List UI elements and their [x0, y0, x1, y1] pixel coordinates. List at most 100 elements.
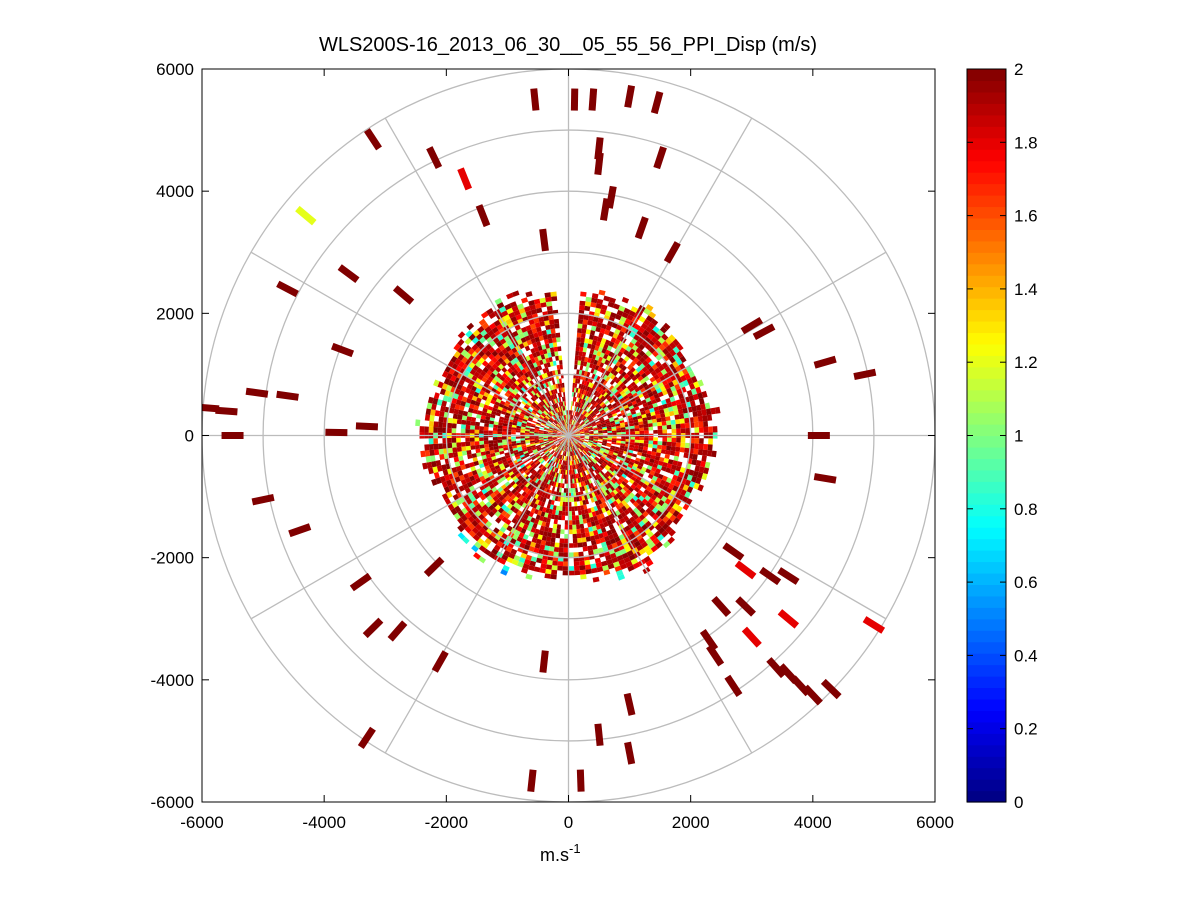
dense-cell	[639, 356, 646, 364]
dense-cell	[658, 405, 664, 411]
dense-cell	[607, 432, 613, 435]
dense-cell	[567, 437, 569, 443]
dense-cell	[603, 353, 609, 360]
dense-cell	[512, 468, 518, 474]
sparse-return-mark	[777, 567, 800, 585]
dense-cell	[673, 470, 680, 477]
dense-cell	[561, 425, 565, 430]
dense-cell	[484, 419, 490, 424]
dense-cell	[579, 523, 585, 529]
dense-cell	[526, 494, 532, 501]
dense-cell	[609, 385, 615, 391]
dense-cell	[588, 462, 593, 468]
dense-cell	[590, 344, 596, 350]
dense-cell	[574, 506, 578, 511]
dense-cell	[555, 398, 559, 403]
dense-cell	[626, 399, 632, 405]
dense-cell	[599, 464, 605, 470]
dense-cell	[638, 350, 646, 357]
dense-cell	[497, 378, 504, 385]
dense-cell	[596, 375, 601, 382]
dense-cell	[590, 412, 596, 417]
dense-cell	[586, 517, 591, 523]
dense-cell	[471, 395, 478, 402]
dense-cell	[484, 350, 492, 357]
dense-cell	[580, 452, 584, 457]
dense-cell	[428, 438, 434, 445]
dense-cell	[547, 513, 552, 519]
dense-cell	[565, 424, 567, 429]
dense-cell	[679, 467, 686, 474]
dense-cell	[496, 323, 504, 331]
dense-cell	[574, 401, 578, 407]
dense-cell	[520, 552, 527, 559]
dense-cell	[548, 412, 552, 417]
dense-cell	[562, 570, 569, 576]
dense-cell	[555, 510, 559, 516]
dense-cell	[637, 464, 643, 470]
dense-cell	[626, 529, 634, 536]
dense-cell	[609, 459, 615, 464]
dense-cell	[483, 426, 489, 431]
dense-cell	[570, 442, 572, 447]
dense-cell	[536, 422, 541, 426]
dense-cell	[490, 452, 496, 458]
dense-cell	[549, 385, 553, 391]
dense-cell	[640, 541, 648, 549]
dense-cell	[555, 418, 559, 423]
sparse-return-mark	[777, 609, 800, 629]
dense-cell	[621, 429, 626, 433]
dense-cell	[596, 404, 601, 410]
dense-cell	[583, 418, 588, 423]
dense-cell	[540, 354, 546, 360]
dense-cell	[564, 524, 569, 530]
dense-cell	[510, 371, 516, 377]
dense-cell	[525, 554, 532, 561]
dense-cell	[548, 440, 554, 443]
dense-cell	[594, 520, 600, 526]
dense-cell	[666, 424, 672, 430]
dense-cell	[571, 441, 574, 447]
sparse-return-mark	[650, 91, 664, 115]
sparse-return-mark	[623, 692, 636, 716]
dense-cell	[533, 547, 540, 554]
dense-cell	[604, 408, 610, 413]
dense-cell	[602, 413, 608, 418]
dense-cell	[576, 528, 581, 534]
dense-cell	[586, 391, 590, 397]
dense-cell	[593, 432, 599, 434]
dense-cell	[517, 383, 523, 389]
dense-cell	[648, 504, 656, 511]
dense-cell	[556, 378, 560, 384]
dense-cell	[648, 404, 654, 410]
dense-cell	[519, 359, 525, 365]
dense-cell	[621, 392, 627, 398]
dense-cell	[544, 493, 549, 499]
colorbar-band	[967, 572, 1006, 585]
dense-cell	[544, 353, 549, 359]
dense-cell	[609, 449, 615, 453]
dense-cell	[568, 506, 572, 512]
dense-cell	[540, 481, 545, 487]
dense-cell	[580, 433, 585, 435]
dense-cell	[472, 534, 481, 542]
dense-cell	[572, 441, 576, 445]
dense-cell	[552, 467, 556, 472]
dense-cell	[673, 455, 679, 462]
dense-cell	[572, 440, 577, 445]
dense-cell	[595, 410, 600, 415]
sparse-return-mark	[221, 432, 244, 439]
dense-cell	[517, 421, 522, 425]
dense-cell	[575, 350, 580, 356]
dense-cell	[598, 430, 603, 433]
dense-cell	[584, 356, 589, 363]
dense-cell	[603, 374, 608, 380]
dense-cell	[661, 421, 667, 426]
colorbar-band	[967, 641, 1006, 654]
dense-cell	[520, 312, 527, 319]
dense-cell	[634, 428, 640, 432]
dense-cell	[503, 420, 509, 424]
dense-cell	[616, 309, 624, 317]
dense-cell	[598, 437, 603, 440]
dense-cell	[604, 349, 611, 356]
